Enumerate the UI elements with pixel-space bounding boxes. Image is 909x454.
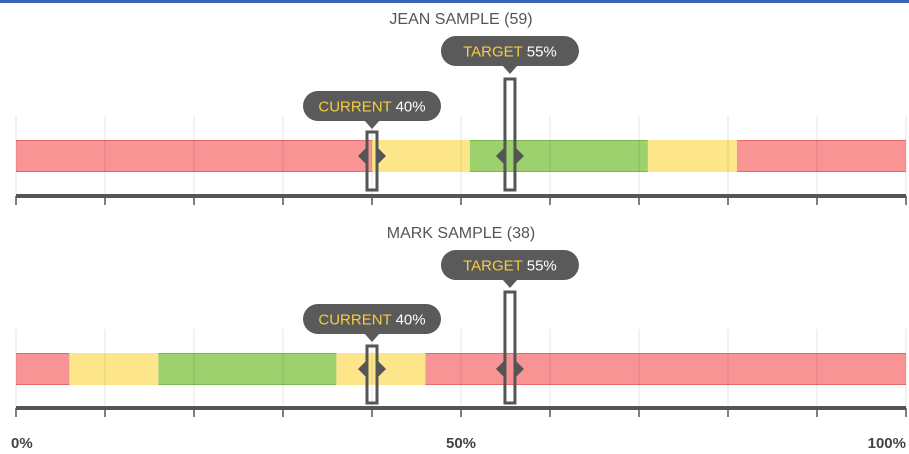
marker-diamond-right (515, 148, 524, 164)
range-band (372, 140, 470, 172)
callout-label: CURRENT (318, 312, 391, 329)
callout-bubble (440, 36, 579, 66)
callout-pointer (364, 333, 380, 342)
row-title: JEAN SAMPLE (59) (389, 11, 532, 28)
callout-pointer (501, 279, 518, 288)
callout-pointer (364, 120, 380, 129)
callout-pointer (501, 65, 518, 74)
range-band (158, 353, 337, 385)
current-marker: CURRENT 40% (303, 304, 441, 405)
chart-row-2: MARK SAMPLE (38) CURRENT 40% TARGET 55% (15, 225, 907, 417)
range-band (647, 140, 737, 172)
callout-bubble (303, 304, 441, 334)
callout-bubble (440, 250, 579, 280)
callout-text: TARGET 55% (463, 258, 557, 275)
row-title: MARK SAMPLE (38) (387, 225, 535, 242)
callout-value: 55% (527, 44, 557, 61)
marker-diamond-left (495, 148, 504, 164)
marker-frame (503, 77, 517, 192)
callout-text: CURRENT 40% (318, 312, 425, 329)
callout-text: CURRENT 40% (318, 99, 425, 116)
range-band (736, 140, 906, 172)
marker-frame (503, 290, 517, 405)
current-marker: CURRENT 40% (303, 91, 441, 192)
callout-bubble (303, 91, 441, 121)
range-band (16, 140, 372, 172)
x-tick-label: 50% (446, 435, 476, 452)
callout-value: 40% (396, 312, 426, 329)
marker-diamond-right (378, 361, 386, 377)
marker-diamond-left (495, 361, 504, 377)
marker-frame (365, 130, 379, 192)
range-band (69, 353, 159, 385)
callout-value: 40% (396, 99, 426, 116)
marker-frame (365, 344, 379, 405)
marker-diamond-left (358, 148, 366, 164)
callout-label: TARGET (463, 44, 523, 61)
x-tick-label: 100% (868, 435, 906, 452)
range-band (16, 353, 70, 385)
target-marker: TARGET 55% (440, 250, 579, 405)
target-marker: TARGET 55% (440, 36, 579, 192)
callout-label: CURRENT (318, 99, 391, 116)
marker-diamond-right (378, 148, 386, 164)
marker-diamond-left (358, 361, 366, 377)
marker-diamond-right (515, 361, 524, 377)
callout-text: TARGET 55% (463, 44, 557, 61)
chart-row-1: JEAN SAMPLE (59) CURRENT 40% TARGET 55% (15, 11, 907, 205)
top-accent-rule (0, 0, 909, 3)
callout-label: TARGET (463, 258, 523, 275)
x-tick-label: 0% (11, 435, 33, 452)
callout-value: 55% (527, 258, 557, 275)
